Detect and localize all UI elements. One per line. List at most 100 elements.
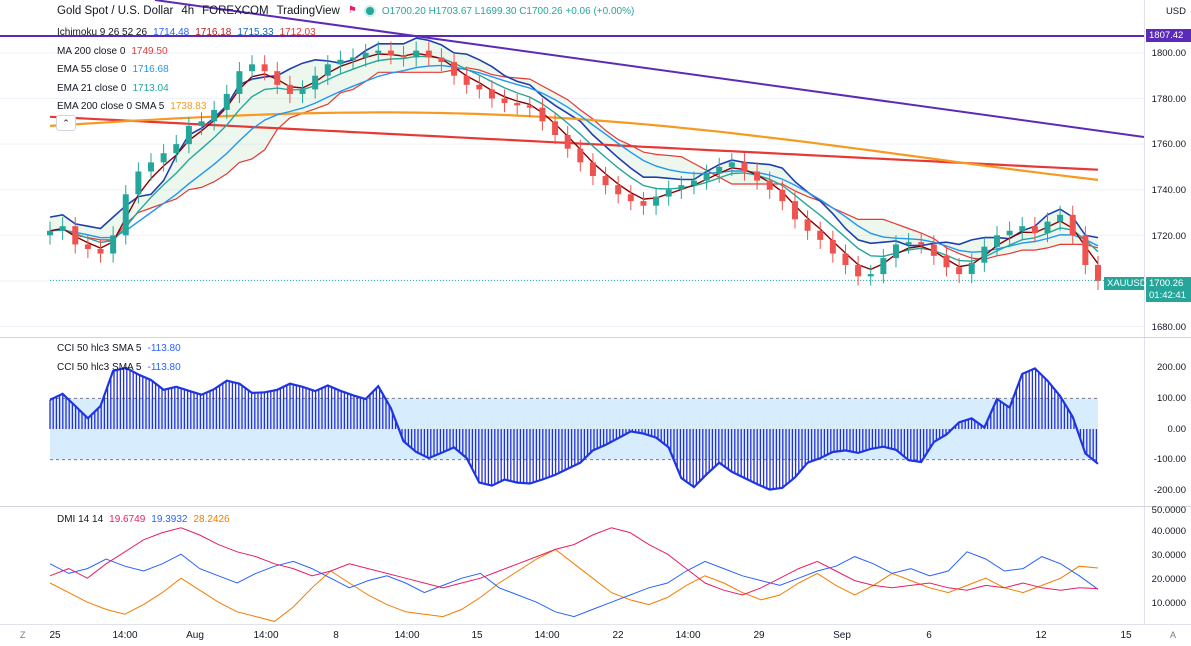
price-chart[interactable] [0, 0, 1144, 337]
candle-body [577, 148, 584, 163]
dmi-chart[interactable] [0, 507, 1144, 624]
pane-divider[interactable] [0, 337, 1191, 338]
cci-pane[interactable]: CCI 50 hlc3 SMA 5 -113.80 CCI 50 hlc3 SMA … [0, 338, 1144, 506]
candle-body [488, 89, 495, 99]
candle-body [299, 89, 306, 94]
candle-body [930, 244, 937, 256]
time-tick: 8 [333, 630, 339, 641]
indicator-name: EMA 21 close 0 [57, 82, 127, 94]
price-tick: 1720.00 [1151, 231, 1186, 242]
candle-body [375, 50, 382, 53]
indicator-row[interactable]: EMA 200 close 0 SMA 5 1738.83 [57, 98, 316, 117]
candle-body [627, 194, 634, 202]
ichimoku-cloud [50, 38, 1098, 260]
candle-body [589, 162, 596, 177]
ema21-line [49, 55, 1099, 262]
dmi-pane[interactable]: DMI 14 14 19.6749 19.3932 28.2426 [0, 507, 1144, 624]
ohlc-values: O1700.20 H1703.67 L1699.30 C1700.26 +0.0… [381, 5, 635, 17]
candle-body [867, 274, 874, 277]
indicator-name: Ichimoku 9 26 52 26 [57, 27, 148, 38]
candle-body [413, 50, 420, 58]
dmi-name: DMI 14 14 [57, 514, 104, 525]
indicator-row[interactable]: MA 200 close 0 1749.50 [57, 43, 316, 62]
candle-body [249, 64, 256, 72]
dmi-legend: DMI 14 14 19.6749 19.3932 28.2426 [57, 511, 230, 530]
candle-body [728, 162, 735, 167]
candle-body [829, 239, 836, 254]
time-tick: 14:00 [253, 630, 279, 641]
cci-axis[interactable]: 200.00 100.00 0.00 -100.00 -200.00 [1144, 338, 1191, 506]
candle-body [804, 219, 811, 231]
symbol-tag: XAUUSD [1104, 277, 1147, 290]
time-tick: 14:00 [675, 630, 701, 641]
indicator-row[interactable]: Ichimoku 9 26 52 26 1714.48 1716.18 1715.33… [57, 24, 316, 43]
interval-label[interactable]: 4h [181, 5, 195, 17]
dmi-tick: 10.0000 [1151, 598, 1186, 609]
price-tick: 1800.00 [1151, 48, 1186, 59]
candle-body [615, 185, 622, 195]
price-pane[interactable]: Gold Spot / U.S. Dollar 4h FOREXCOM Trad… [0, 0, 1144, 337]
cci-tick: 100.00 [1156, 393, 1186, 404]
cci-tick: 200.00 [1156, 362, 1186, 373]
candle-body [602, 176, 609, 186]
time-tick: 15 [471, 630, 483, 641]
market-status-icon [365, 7, 374, 15]
pane-divider[interactable] [0, 506, 1191, 507]
time-axis[interactable]: Z 25 14:00 Aug 14:00 8 14:00 15 14:00 22… [0, 624, 1191, 646]
indicator-value: 1715.33 [237, 27, 274, 38]
cci-chart[interactable] [0, 338, 1144, 506]
flag-icon[interactable]: ⚑ [347, 5, 357, 16]
cci-tick: 0.00 [1167, 424, 1187, 435]
currency-label[interactable]: USD [1165, 6, 1186, 17]
indicator-row[interactable]: EMA 21 close 0 1713.04 [57, 80, 316, 99]
symbol-title[interactable]: Gold Spot / U.S. Dollar [57, 5, 174, 17]
downtrend-line [154, 0, 1144, 138]
dmi-tick: 40.0000 [1151, 526, 1186, 537]
candle-body [148, 162, 155, 172]
dmi-adx-line [49, 548, 1099, 622]
candle-body [855, 264, 862, 277]
ichimoku-span-b [49, 67, 1099, 260]
candle-body [526, 105, 533, 108]
cci-legend: CCI 50 hlc3 SMA 5 -113.80 CCI 50 hlc3 SMA … [57, 340, 181, 377]
time-tick: 6 [926, 630, 932, 641]
indicator-legend: Ichimoku 9 26 52 26 1714.48 1716.18 1715.33… [57, 24, 316, 117]
candle-body [842, 253, 849, 265]
candle-body [274, 71, 281, 85]
candle-body [97, 248, 104, 254]
dmi-tick: 30.0000 [1151, 550, 1186, 561]
candle-body [514, 103, 521, 106]
candle-body [425, 50, 432, 58]
candle-body [236, 71, 243, 94]
candle-body [552, 121, 559, 135]
candle-body [1057, 214, 1064, 222]
resistance-price-label: 1807.42 [1146, 29, 1191, 42]
time-tick: 14:00 [394, 630, 420, 641]
time-tick: 14:00 [112, 630, 138, 641]
collapse-legend-button[interactable]: ⌃ [56, 115, 76, 131]
candle-body [400, 55, 407, 58]
dmi-plus-value: 19.6749 [109, 514, 146, 525]
price-tick: 1740.00 [1151, 185, 1186, 196]
dmi-adx-value: 28.2426 [193, 514, 230, 525]
candle-body [362, 52, 369, 58]
candle-body [779, 189, 786, 202]
price-tick: 1780.00 [1151, 94, 1186, 105]
timezone-button[interactable]: Z [20, 630, 26, 640]
dmi-axis[interactable]: 50.0000 40.0000 30.0000 20.0000 10.0000 [1144, 505, 1191, 624]
cci-legend-row[interactable]: CCI 50 hlc3 SMA 5 -113.80 [57, 340, 181, 359]
auto-scale-button[interactable]: A [1170, 630, 1177, 640]
candle-body [135, 171, 142, 195]
candle-body [451, 62, 458, 76]
dmi-minus-value: 19.3932 [151, 514, 188, 525]
indicator-row[interactable]: EMA 55 close 0 1716.68 [57, 61, 316, 80]
time-tick: Sep [833, 630, 851, 641]
dmi-tick: 50.0000 [1151, 505, 1186, 516]
candle-body [198, 121, 205, 126]
candle-body [72, 226, 79, 245]
candle-body [173, 144, 180, 154]
candle-body [501, 98, 508, 104]
cci-legend-row[interactable]: CCI 50 hlc3 SMA 5 -113.80 [57, 359, 181, 378]
candle-body [47, 230, 53, 236]
price-axis[interactable]: USD 1800.00 1780.00 1760.00 1740.00 1720… [1144, 0, 1191, 337]
